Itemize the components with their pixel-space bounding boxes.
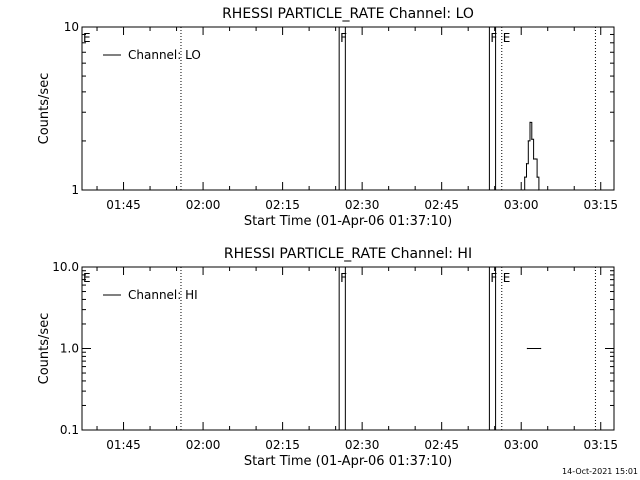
series-point [529,121,531,123]
x-tick-label: 03:15 [583,198,618,212]
x-tick-label: 02:15 [265,438,300,452]
y-tick-label: 10 [64,20,79,34]
x-tick-label: 02:45 [424,198,459,212]
series-point [536,176,538,178]
event-marker-label: E [503,271,511,285]
generation-timestamp: 14-Oct-2021 15:01 [562,467,638,476]
legend-entry-label: Channel: HI [128,288,198,302]
x-tick-label: 03:00 [504,438,539,452]
x-tick-label: 02:00 [186,198,221,212]
x-axis-label: Start Time (01-Apr-06 01:37:10) [244,454,452,469]
event-marker-label: E [83,31,91,45]
series-point [527,140,529,142]
x-tick-label: 01:45 [106,198,141,212]
x-tick-label: 02:00 [186,438,221,452]
chart-title: RHESSI PARTICLE_RATE Channel: LO [222,6,474,22]
x-tick-label: 03:15 [583,438,618,452]
legend-entry-label: Channel: LO [128,48,201,62]
series-point [526,347,528,350]
y-axis-label: Counts/sec [37,313,52,385]
x-axis-label: Start Time (01-Apr-06 01:37:10) [244,214,452,229]
event-marker-label: F [490,31,497,45]
series-point [538,189,540,191]
series-point [531,138,533,140]
y-tick-label: 1.0 [60,342,79,356]
y-tick-label: 10.0 [52,260,79,274]
x-tick-label: 02:45 [424,438,459,452]
series-point [534,158,536,160]
lo-channel-panel: RHESSI PARTICLE_RATE Channel: LO Start Ti… [37,6,618,229]
x-tick-label: 01:45 [106,438,141,452]
hi-channel-panel: RHESSI PARTICLE_RATE Channel: HI Start Ti… [37,246,618,469]
event-marker-label: F [490,271,497,285]
x-tick-label: 02:30 [345,438,380,452]
series-point [540,347,542,350]
y-axis-label: Counts/sec [37,73,52,145]
series-line [523,121,540,191]
x-tick-label: 03:00 [504,198,539,212]
series-point [524,176,526,178]
y-tick-label: 0.1 [60,423,79,437]
x-tick-label: 02:30 [345,198,380,212]
event-marker-label: F [340,271,347,285]
y-tick-label: 1 [71,183,79,197]
series-point [525,163,528,165]
event-marker-label: F [340,31,347,45]
chart-title: RHESSI PARTICLE_RATE Channel: HI [224,246,472,262]
series-point [532,158,535,160]
series-point [522,189,524,191]
x-tick-label: 02:15 [265,198,300,212]
event-marker-label: E [83,271,91,285]
event-marker-label: E [503,31,511,45]
